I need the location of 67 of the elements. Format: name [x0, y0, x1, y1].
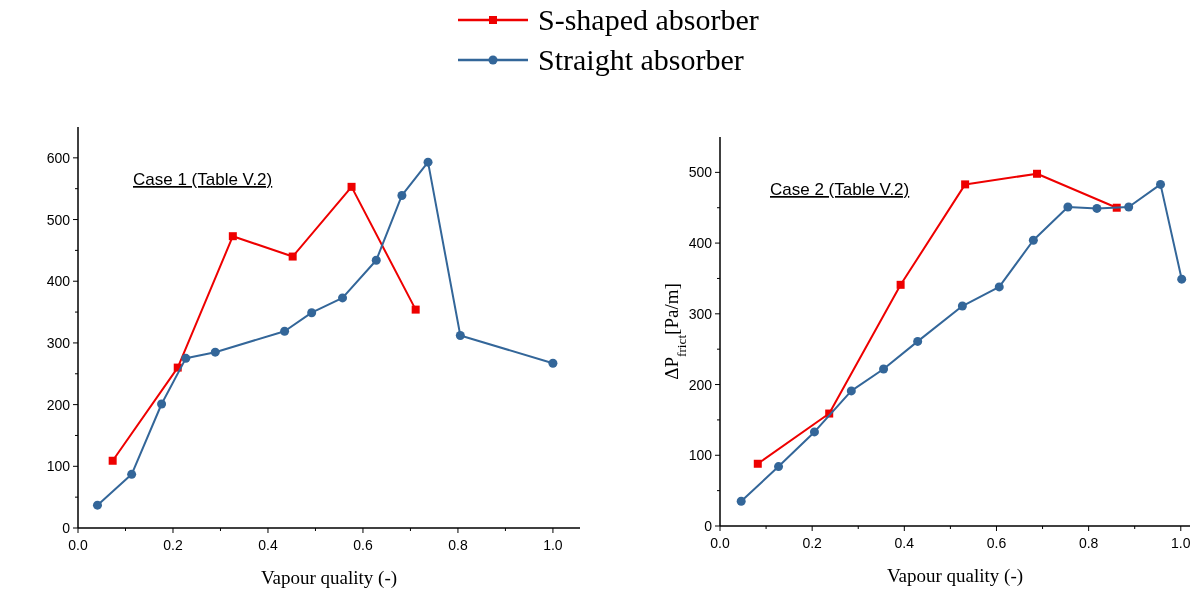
y-tick-label: 200: [46, 396, 71, 413]
y-tick-label: 0: [704, 518, 713, 534]
point: [307, 308, 317, 318]
point: [1028, 235, 1038, 245]
point: [411, 305, 420, 314]
x-tick-label: 0.2: [163, 537, 183, 553]
y-tick-label: 0: [62, 520, 71, 536]
point: [423, 157, 433, 167]
point: [1156, 179, 1166, 189]
point: [957, 301, 967, 311]
y-tick-label: 400: [688, 235, 713, 252]
x-axis-title: Vapour quality (-): [886, 565, 1024, 587]
legend-label: Straight absorber: [538, 43, 744, 76]
x-tick-label: 1.0: [1171, 535, 1191, 551]
point: [896, 280, 905, 289]
point: [1177, 274, 1187, 284]
point: [455, 331, 465, 341]
y-tick-label: 100: [46, 458, 71, 475]
x-tick-label: 0.0: [710, 535, 730, 551]
point: [879, 364, 889, 374]
point: [1124, 202, 1134, 212]
point: [961, 180, 970, 189]
point: [127, 469, 137, 479]
x-axis-title: Vapour quality (-): [260, 567, 398, 589]
y-tick-label: 300: [688, 305, 713, 322]
point: [288, 252, 297, 261]
y-tick-label: 100: [688, 447, 713, 464]
y-tick-label: 500: [688, 164, 713, 181]
y-tick-label: 200: [688, 376, 713, 393]
point: [347, 182, 356, 191]
y-tick-label: 400: [46, 273, 71, 290]
annotation: Case 2 (Table V.2): [770, 180, 910, 199]
x-tick-label: 0.4: [894, 535, 915, 551]
x-tick-label: 0.8: [1078, 535, 1099, 551]
x-tick-label: 0.6: [986, 535, 1007, 551]
point: [548, 358, 558, 368]
y-tick-label: 500: [46, 211, 71, 228]
point: [397, 190, 407, 200]
point: [338, 293, 348, 303]
point: [736, 496, 746, 506]
point: [1033, 169, 1042, 178]
point: [108, 456, 117, 465]
point: [210, 347, 220, 357]
point: [994, 282, 1004, 292]
legend-label: S-shaped absorber: [538, 3, 759, 36]
point: [92, 500, 102, 510]
x-tick-label: 0.2: [802, 535, 823, 551]
x-tick-label: 0.6: [353, 537, 373, 553]
point: [1092, 203, 1102, 213]
point: [846, 386, 856, 396]
y-tick-label: 600: [46, 149, 71, 166]
point: [371, 255, 381, 265]
point: [1063, 202, 1073, 212]
x-tick-label: 1.0: [543, 537, 563, 553]
x-tick-label: 0.4: [258, 537, 278, 553]
x-tick-label: 0.8: [448, 537, 468, 553]
annotation: Case 1 (Table V.2): [133, 170, 273, 189]
point: [228, 232, 237, 241]
x-tick-label: 0.0: [68, 537, 88, 553]
point: [181, 353, 191, 363]
point: [913, 336, 923, 346]
point: [157, 399, 167, 409]
point: [753, 459, 762, 468]
point: [280, 326, 290, 336]
point: [809, 427, 819, 437]
point: [774, 462, 784, 472]
y-tick-label: 300: [46, 334, 71, 351]
